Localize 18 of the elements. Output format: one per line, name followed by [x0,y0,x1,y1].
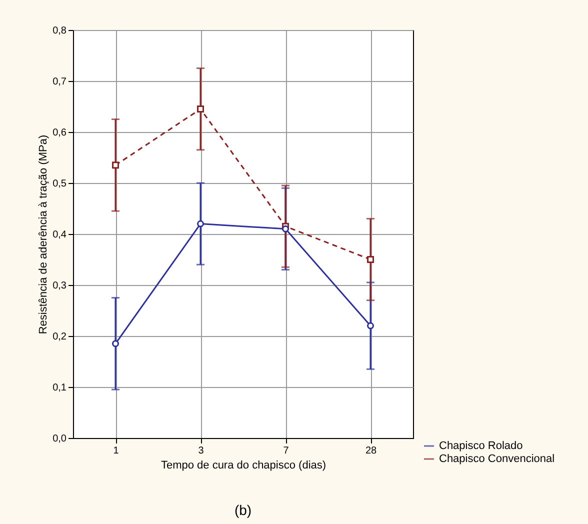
x-axis-title: Tempo de cura do chapisco (dias) [160,460,326,472]
text: (b) [234,502,252,518]
y-tick-label: 0,0 [52,434,67,444]
legend-label: Chapisco Rolado [439,440,523,452]
x-tick-label: 1 [113,446,120,456]
legend-label: Chapisco Convencional [439,453,555,465]
x-tick-label: 7 [283,446,290,456]
x-tick-label: 28 [365,446,377,456]
x-tick-label: 3 [198,446,204,456]
y-tick-label: 0,1 [52,382,67,394]
y-tick-label: 0,2 [52,332,67,342]
y-tick-label: 0,8 [52,26,67,36]
y-axis-title: Resistência de aderência à tração (MPa) [38,134,50,334]
y-tick-label: 0,6 [52,128,67,138]
y-tick-label: 0,5 [52,178,67,190]
y-tick-label: 0,3 [52,280,67,292]
y-tick-label: 0,7 [52,76,67,88]
y-tick-label: 0,4 [52,230,67,240]
